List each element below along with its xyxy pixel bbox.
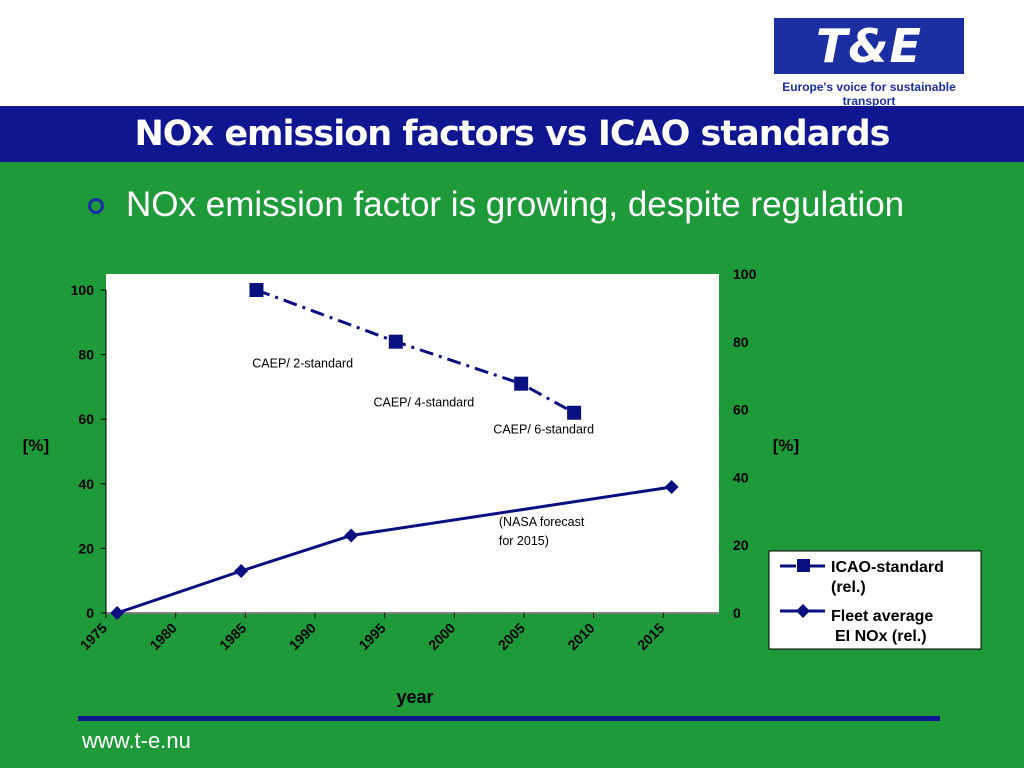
footer-divider: [78, 716, 940, 721]
y-tick-label-right: 20: [733, 537, 749, 553]
fleet-average-point: [234, 564, 249, 579]
icao-standard-point: [514, 376, 529, 391]
footer-url: www.t-e.nu: [82, 728, 191, 753]
chart-annotation: CAEP/ 2-standard: [252, 357, 353, 371]
chart-annotation: (NASA forecast: [499, 515, 585, 529]
chart-annotation: for 2015): [499, 534, 549, 548]
legend-label: EI NOx (rel.): [835, 628, 927, 645]
logo-tagline: Europe's voice for sustainable transport: [782, 80, 956, 108]
fleet-average-line: [116, 485, 672, 615]
x-tick-label: 1995: [355, 620, 388, 653]
bullet-text: NOx emission factor is growing, despite …: [126, 185, 905, 224]
legend-label: Fleet average: [831, 608, 933, 625]
icao-standard-point: [567, 405, 582, 420]
bullet-icon: [88, 198, 104, 214]
x-tick-label: 2010: [564, 620, 597, 653]
y-tick-label-right: 60: [733, 402, 749, 418]
x-tick-label: 1980: [146, 620, 179, 653]
x-tick-label: 1975: [77, 620, 110, 653]
y-tick-label-left: 40: [78, 476, 94, 492]
x-axis-label: year: [396, 687, 433, 707]
logo-box: [774, 18, 964, 74]
slide-title: NOx emission factors vs ICAO standards: [134, 114, 891, 154]
title-bar: [0, 106, 1024, 162]
legend-icao-marker: [797, 559, 810, 572]
fleet-average-point: [110, 606, 125, 620]
y-tick-label-right: 100: [733, 266, 757, 282]
y-tick-label-right: 40: [733, 469, 749, 485]
y-tick-label-left: 60: [78, 411, 94, 427]
chart-annotation: CAEP/ 6-standard: [493, 423, 594, 437]
y-tick-label-left: 100: [71, 282, 95, 298]
y-tick-label-left: 0: [86, 605, 94, 621]
y-tick-label-left: 80: [78, 347, 94, 363]
y-tick-label-right: 80: [733, 334, 749, 350]
y-tick-label-left: 20: [78, 540, 94, 556]
legend-label: ICAO-standard: [831, 559, 944, 576]
fleet-average-point: [664, 480, 679, 495]
chart-annotation: CAEP/ 4-standard: [373, 395, 474, 409]
x-tick-label: 2015: [634, 620, 667, 653]
fleet-average-point: [344, 528, 359, 543]
legend-label: (rel.): [831, 579, 866, 596]
legend-fleet-marker: [796, 604, 810, 618]
icao-standard-line: [255, 288, 575, 415]
y-tick-label-right: 0: [733, 605, 741, 621]
x-tick-label: 2000: [425, 620, 458, 653]
y-axis-label-left: [%]: [23, 436, 49, 455]
logo-text: T&E: [816, 19, 922, 73]
x-tick-label: 2005: [495, 620, 528, 653]
x-tick-label: 1985: [216, 620, 249, 653]
icao-standard-point: [249, 283, 264, 297]
x-tick-label: 1990: [286, 620, 319, 653]
logo: T&E Europe's voice for sustainable trans…: [774, 18, 964, 108]
y-axis-label-right: [%]: [773, 436, 799, 455]
plot-area: [106, 274, 719, 614]
icao-standard-point: [388, 334, 403, 349]
